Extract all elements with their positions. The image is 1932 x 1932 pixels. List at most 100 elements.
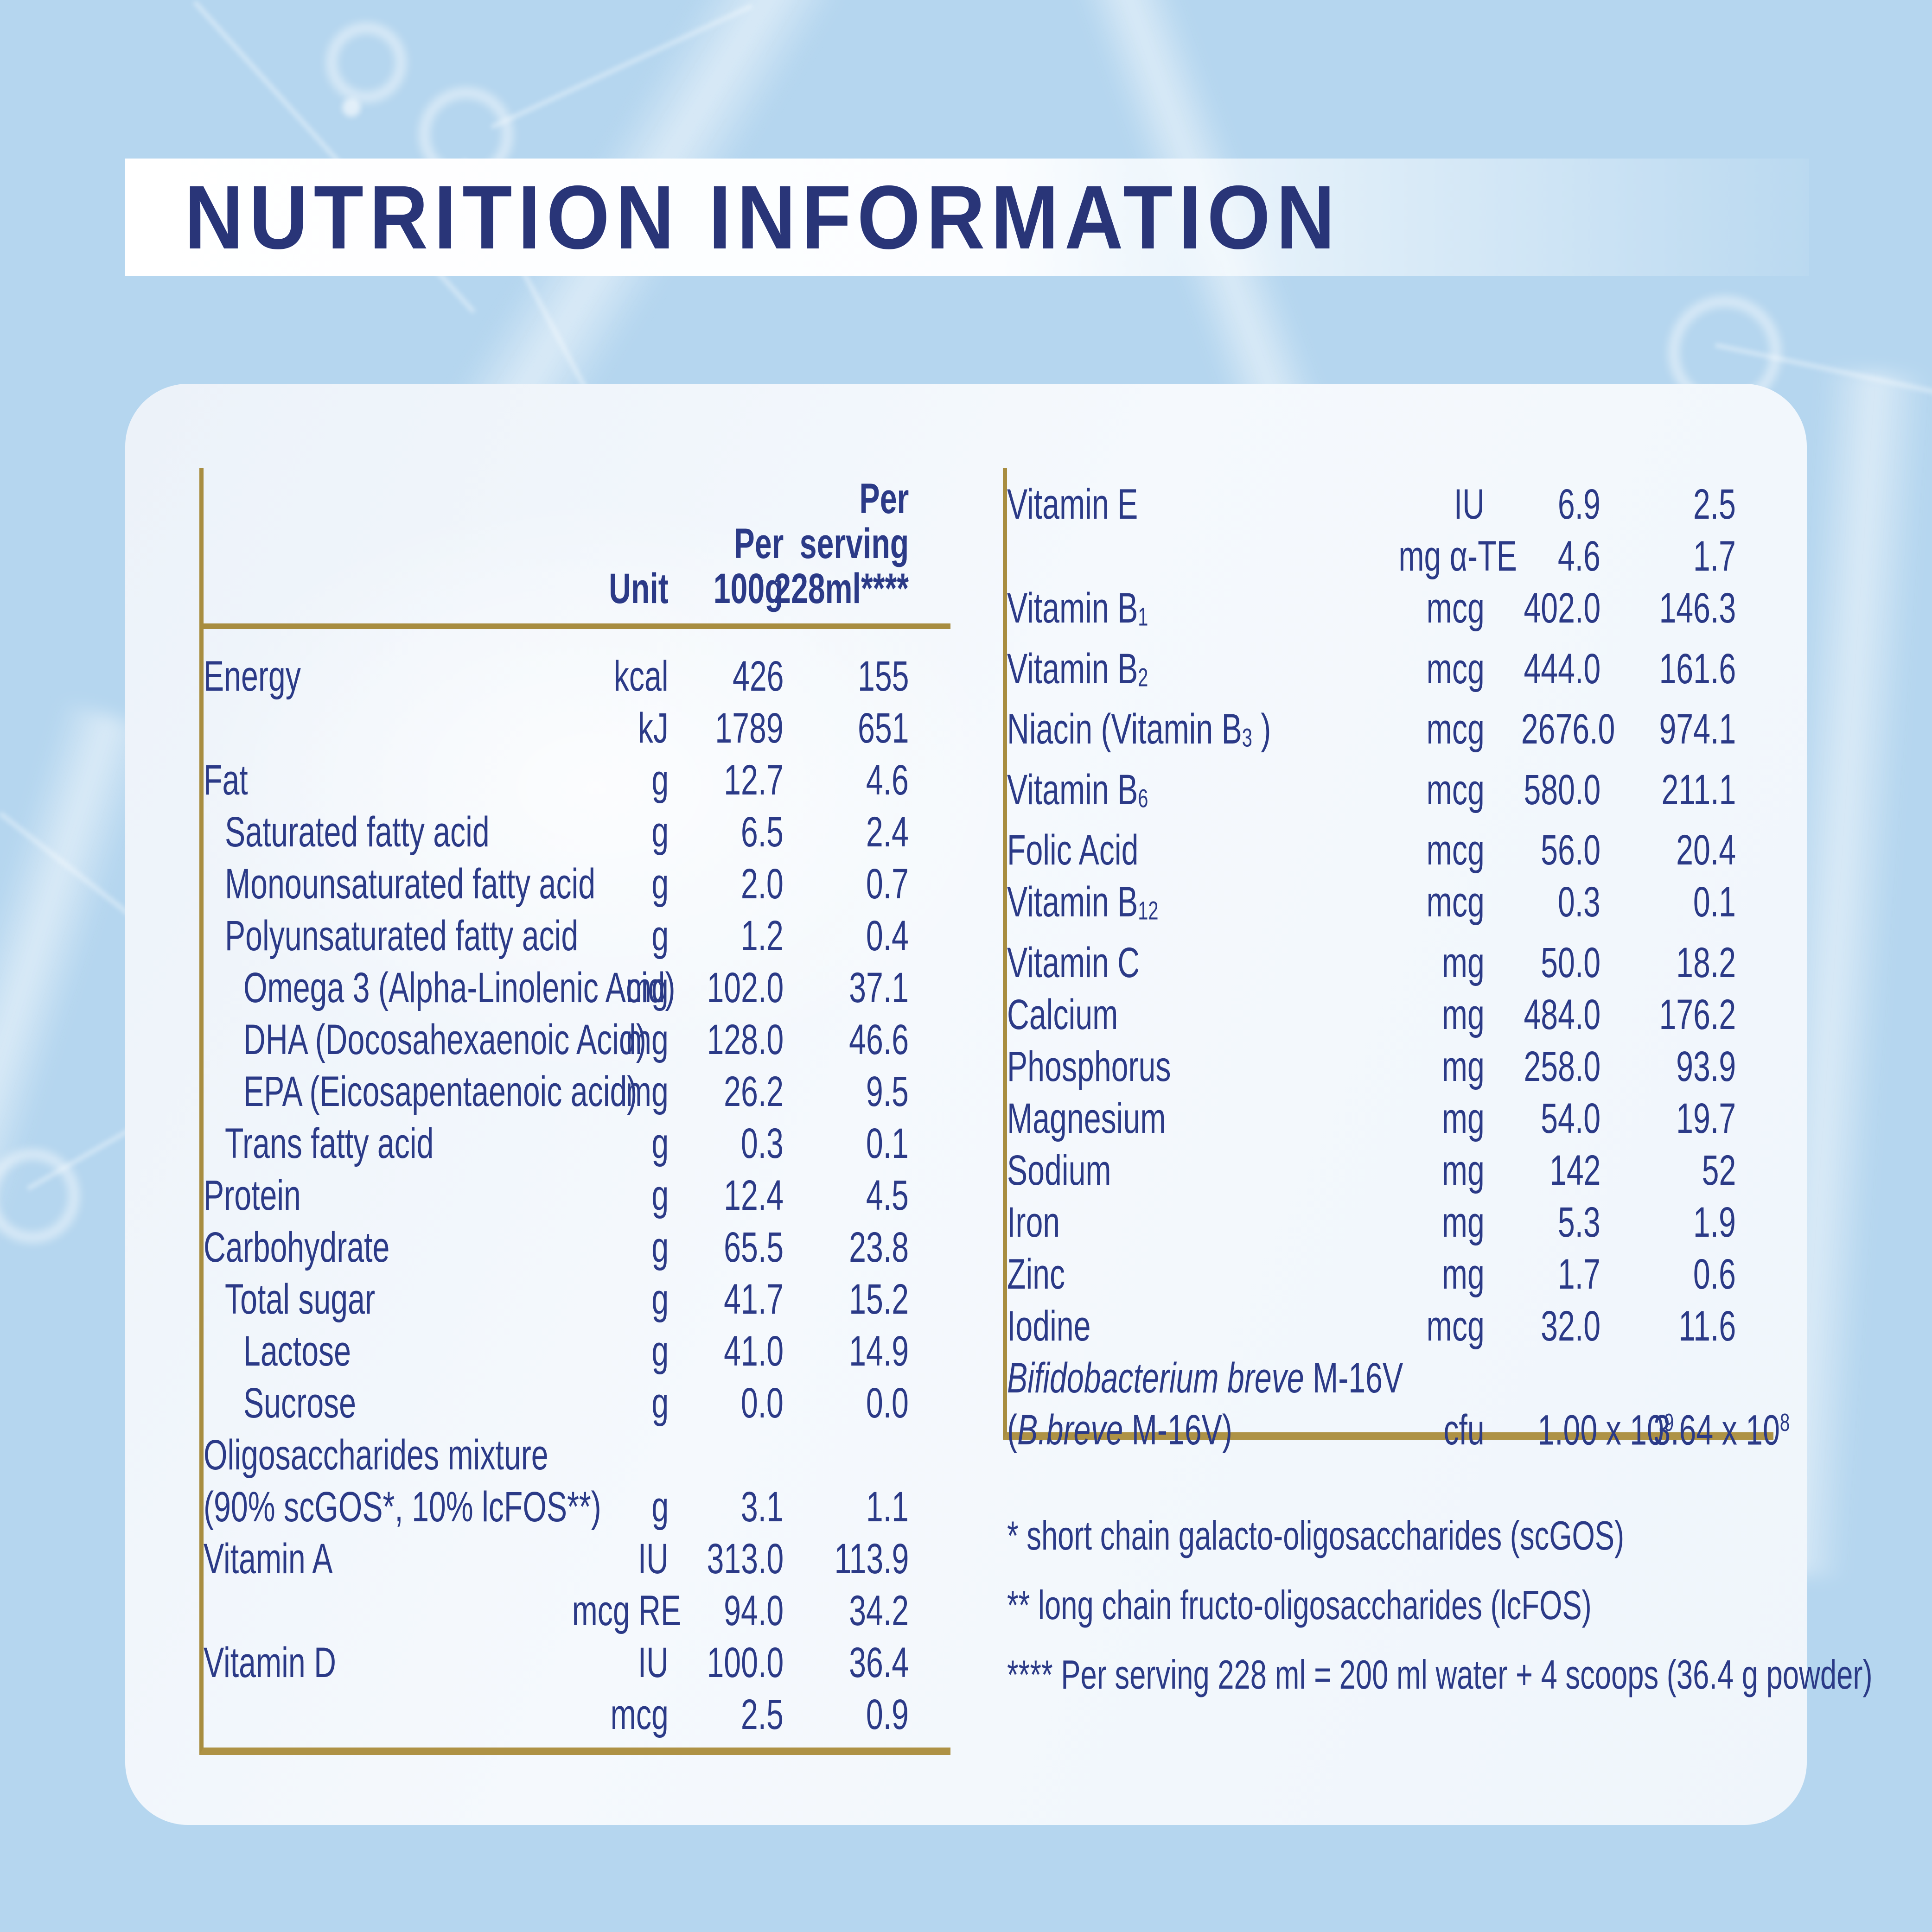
unit-cell: mg: [1441, 991, 1485, 1039]
per-100g-cell: 444.0: [1524, 645, 1600, 693]
per-100g-cell: 102.0: [707, 964, 784, 1011]
nutrient-label: Protein: [204, 1172, 301, 1219]
footnote-text: short chain galacto-oligosaccharides (sc…: [1018, 1513, 1625, 1558]
header-per-serving: Per serving 228ml****: [774, 475, 909, 612]
nutrient-label: Trans fatty acid: [225, 1120, 434, 1167]
per-serving-cell: 0.9: [866, 1691, 909, 1738]
unit-cell: g: [651, 1172, 669, 1219]
per-100g-cell: 1.7: [1557, 1251, 1600, 1298]
per-serving-cell: 4.5: [866, 1172, 909, 1219]
page-title: NUTRITION INFORMATION: [185, 166, 1341, 268]
per-100g-cell: 6.5: [740, 808, 784, 856]
per-serving-cell: 4.6: [866, 756, 909, 804]
nutrient-row: Vitamin B6 mcg 580.0 211.1: [1007, 764, 1736, 825]
per-100g-cell: 12.7: [724, 756, 784, 804]
nutrient-row: mg α-TE 4.6 1.7: [1007, 530, 1736, 582]
nutrient-label: Niacin (Vitamin B3 ): [1007, 705, 1271, 753]
nutrient-row: Vitamin B2 mcg 444.0 161.6: [1007, 643, 1736, 704]
nutrient-label: Monounsaturated fatty acid: [225, 860, 596, 908]
unit-cell: mg: [1441, 1095, 1485, 1143]
table-header: Unit Per 100g Per serving 228ml****: [204, 468, 950, 629]
per-100g-cell: 0.3: [740, 1120, 784, 1167]
per-serving-cell: 1.1: [866, 1483, 909, 1531]
per-serving-cell: 1.7: [1693, 533, 1736, 580]
nutrient-label: Vitamin B12: [1007, 878, 1159, 926]
nutrient-row: Calcium mg 484.0 176.2: [1007, 989, 1736, 1041]
unit-cell: IU: [1454, 481, 1485, 528]
per-100g-cell: 50.0: [1541, 939, 1600, 987]
nutrient-row: Vitamin B12 mcg 0.3 0.1: [1007, 876, 1736, 937]
nutrient-label: Lactose: [243, 1328, 351, 1375]
unit-cell: g: [651, 912, 669, 960]
nutrient-label: Total sugar: [225, 1276, 376, 1323]
footnotes: * short chain galacto-oligosaccharides (…: [1007, 1501, 1932, 1710]
per-100g-cell: 41.7: [724, 1276, 784, 1323]
nutrient-row: Fat g 12.7 4.6: [204, 754, 909, 806]
nutrient-row: Vitamin E IU 6.9 2.5: [1007, 478, 1736, 530]
per-serving-cell: 113.9: [834, 1535, 909, 1582]
per-serving-cell: 14.9: [849, 1328, 909, 1375]
nutrient-row: mcg RE 94.0 34.2: [204, 1585, 909, 1637]
nutrient-label: Carbohydrate: [204, 1224, 390, 1271]
unit-cell: mcg: [1426, 826, 1485, 874]
per-serving-cell: 1.9: [1693, 1199, 1736, 1246]
per-100g-cell: 484.0: [1524, 991, 1600, 1039]
nutrient-row: mcg 2.5 0.9: [204, 1689, 909, 1741]
right-table-rows: Vitamin E IU 6.9 2.5 mg α-TE 4.6 1.7 Vitamin B1…: [1007, 468, 1790, 1469]
nutrient-label: Polyunsaturated fatty acid: [225, 912, 579, 960]
nutrient-row: Total sugar g 41.7 15.2: [204, 1273, 909, 1325]
per-serving-cell: 23.8: [849, 1224, 909, 1271]
molecule-ring-icon: [327, 23, 406, 102]
per-serving-cell: 9.5: [866, 1068, 909, 1115]
nutrient-label: Omega 3 (Alpha-Linolenic Acid): [243, 964, 676, 1011]
unit-cell: mg: [1441, 1251, 1485, 1298]
nutrient-label: Energy: [204, 653, 301, 700]
nutrient-label: [204, 702, 529, 754]
unit-cell: mg: [1441, 939, 1485, 987]
per-100g-cell: 5.3: [1557, 1199, 1600, 1246]
per-serving-cell: 15.2: [849, 1276, 909, 1323]
per-serving-cell: 18.2: [1676, 939, 1736, 987]
unit-cell: mcg: [1426, 1303, 1485, 1350]
unit-cell: mg: [625, 1068, 669, 1115]
nutrient-label: [204, 1689, 529, 1741]
footnote-marker: **: [1007, 1582, 1030, 1628]
unit-cell: mcg: [1426, 878, 1485, 926]
per-serving-cell: 37.1: [849, 964, 909, 1011]
nutrient-row: Lactose g 41.0 14.9: [204, 1325, 909, 1377]
nutrient-label: Vitamin D: [204, 1639, 336, 1686]
unit-cell: g: [651, 756, 669, 804]
per-serving-cell: 3.64 x 108: [1653, 1406, 1790, 1454]
footnote-marker: *: [1007, 1513, 1019, 1558]
per-100g-cell: 313.0: [707, 1535, 784, 1582]
per-serving-cell: 34.2: [849, 1587, 909, 1634]
per-serving-cell: 11.6: [1678, 1303, 1736, 1350]
per-serving-cell: 20.4: [1676, 826, 1736, 874]
unit-cell: IU: [638, 1639, 669, 1686]
per-100g-cell: 0.3: [1557, 878, 1600, 926]
per-100g-cell: 32.0: [1541, 1303, 1600, 1350]
nutrient-row: DHA (Docosahexaenoic Acid) mg 128.0 46.6: [204, 1014, 909, 1066]
nutrient-label: Vitamin C: [1007, 939, 1140, 987]
header-spacer: [204, 477, 529, 611]
per-100g-cell: 41.0: [724, 1328, 784, 1375]
unit-cell: mcg: [1426, 585, 1485, 632]
footnote: **** Per serving 228 ml = 200 ml water +…: [1007, 1640, 1932, 1710]
per-100g-cell: 65.5: [724, 1224, 784, 1271]
nutrient-row: Bifidobacterium breve M-16V (B.breve M-16…: [1007, 1352, 1790, 1456]
nutrient-row: Iron mg 5.3 1.9: [1007, 1196, 1736, 1248]
nutrient-row: kJ 1789 651: [204, 702, 909, 754]
nutrient-label: DHA (Docosahexaenoic Acid): [243, 1016, 646, 1063]
nutrient-label: Vitamin B1: [1007, 585, 1148, 632]
unit-cell: kcal: [614, 653, 669, 700]
nutrient-label: Iodine: [1007, 1303, 1091, 1350]
per-serving-cell: 0.7: [866, 860, 909, 908]
unit-cell: mg: [1441, 1043, 1485, 1091]
footnote-text: long chain fructo-oligosaccharides (lcFO…: [1030, 1582, 1592, 1628]
nutrient-row: Vitamin D IU 100.0 36.4: [204, 1637, 909, 1689]
nutrient-label: Iron: [1007, 1199, 1060, 1246]
nutrient-row: Niacin (Vitamin B3 ) mcg 2676.0 974.1: [1007, 703, 1736, 764]
unit-cell: g: [651, 1379, 669, 1427]
unit-cell: mcg: [1426, 645, 1485, 693]
per-serving-cell: 176.2: [1659, 991, 1736, 1039]
